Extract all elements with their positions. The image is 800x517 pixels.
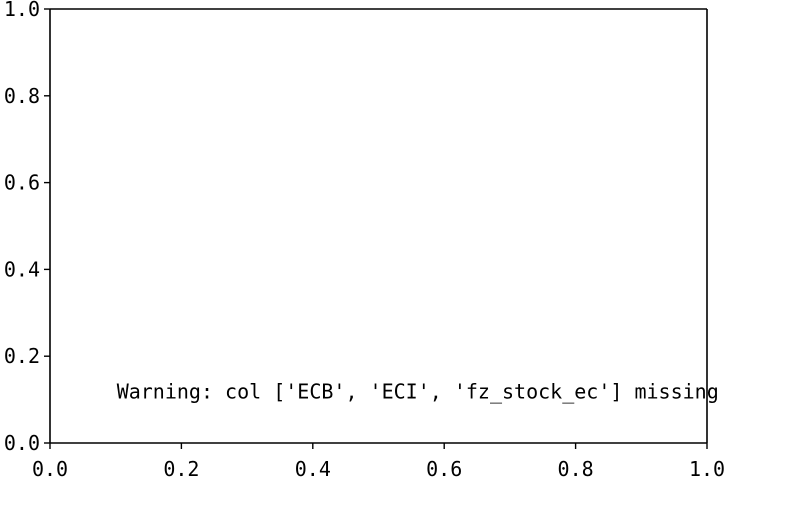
- x-tick-label: 0.4: [295, 457, 331, 481]
- warning-annotation: Warning: col ['ECB', 'ECI', 'fz_stock_ec…: [117, 380, 719, 404]
- x-tick-label: 0.6: [426, 457, 462, 481]
- y-tick-label: 0.4: [4, 257, 40, 281]
- x-tick-label: 0.8: [558, 457, 594, 481]
- y-tick-label: 0.2: [4, 344, 40, 368]
- y-axis-ticks: 0.0 0.2 0.4 0.6 0.8 1.0: [4, 0, 50, 455]
- x-axis-ticks: 0.0 0.2 0.4 0.6 0.8 1.0: [32, 443, 725, 481]
- x-tick-label: 0.0: [32, 457, 68, 481]
- x-tick-label: 0.2: [163, 457, 199, 481]
- y-tick-label: 0.6: [4, 171, 40, 195]
- y-tick-label: 1.0: [4, 0, 40, 21]
- annotations: Warning: col ['ECB', 'ECI', 'fz_stock_ec…: [117, 380, 719, 404]
- y-tick-label: 0.0: [4, 431, 40, 455]
- y-tick-label: 0.8: [4, 84, 40, 108]
- plot-area: [49, 8, 708, 444]
- x-tick-label: 1.0: [689, 457, 725, 481]
